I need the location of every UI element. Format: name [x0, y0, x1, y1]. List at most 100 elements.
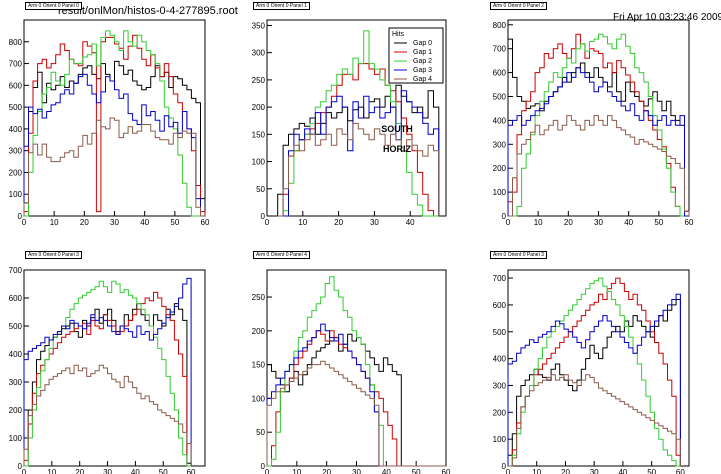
series-gap-1-line	[267, 330, 446, 467]
x-tick-label: 40	[406, 218, 415, 227]
series-gap-0-line	[23, 60, 206, 216]
y-tick-label: 150	[252, 361, 266, 370]
y-tick-label: 300	[493, 140, 507, 149]
y-tick-label: 500	[9, 322, 23, 331]
panel-1-frame	[266, 19, 447, 217]
y-tick-label: 0	[502, 462, 507, 471]
x-tick-label: 10	[47, 468, 56, 474]
x-tick-label: 0	[22, 218, 27, 227]
y-tick-label: 0	[18, 212, 23, 221]
y-tick-label: 700	[493, 274, 507, 283]
series-gap-4-line	[23, 117, 205, 217]
series-gap-2-line	[508, 277, 681, 467]
y-tick-label: 50	[256, 185, 265, 194]
y-tick-label: 400	[493, 355, 507, 364]
annotation-label: SOUTH	[381, 124, 413, 134]
y-tick-label: 0	[261, 212, 266, 221]
y-tick-label: 700	[9, 60, 23, 69]
x-tick-label: 20	[80, 218, 89, 227]
legend-title: Hits	[392, 31, 405, 38]
x-tick-label: 20	[561, 468, 570, 474]
x-tick-label: 60	[442, 468, 451, 474]
x-tick-label: 60	[685, 218, 694, 227]
panel-3-title: Arm 0 Orient 0 Panel 3	[25, 251, 82, 259]
legend-box	[388, 27, 444, 84]
y-tick-label: 200	[493, 408, 507, 417]
y-tick-label: 200	[9, 168, 23, 177]
series-gap-4-line	[23, 364, 192, 466]
x-tick-label: 60	[676, 468, 685, 474]
x-tick-label: 60	[201, 218, 210, 227]
y-tick-label: 500	[493, 328, 507, 337]
y-tick-label: 250	[252, 293, 266, 302]
x-tick-label: 50	[159, 468, 168, 474]
y-tick-label: 200	[252, 327, 266, 336]
series-gap-4-line	[508, 374, 681, 467]
x-tick-label: 0	[506, 218, 511, 227]
series-gap-1-line	[508, 277, 681, 467]
y-tick-label: 200	[9, 406, 23, 415]
x-tick-label: 30	[594, 218, 603, 227]
y-tick-label: 100	[9, 434, 23, 443]
x-tick-label: 60	[187, 468, 196, 474]
y-tick-label: 700	[9, 266, 23, 275]
panel-3-frame	[23, 269, 206, 467]
x-tick-label: 30	[590, 468, 599, 474]
legend-entry: Gap 0	[413, 40, 432, 47]
y-tick-label: 600	[493, 301, 507, 310]
series-gap-3-line	[507, 293, 681, 466]
y-tick-label: 200	[252, 103, 266, 112]
x-tick-label: 30	[352, 468, 361, 474]
y-tick-label: 100	[493, 435, 507, 444]
file-label: result/onlMon/histos-0-4-277895.root	[58, 5, 238, 17]
x-tick-label: 0	[265, 468, 270, 474]
y-tick-label: 0	[261, 462, 266, 471]
panel-5-title: Arm 0 Orient 0 Panel 3	[490, 251, 547, 259]
x-tick-label: 40	[131, 468, 140, 474]
series-gap-3-line	[23, 277, 192, 466]
x-tick-label: 10	[292, 468, 301, 474]
panel-1-title: Arm 0 Orient 0 Panel 1	[253, 2, 310, 10]
series-gap-4-line	[508, 115, 690, 217]
timestamp: Fri Apr 10 03:23:46 2009	[613, 12, 721, 23]
x-tick-label: 50	[412, 468, 421, 474]
y-tick-label: 50	[256, 428, 265, 437]
y-tick-label: 500	[9, 103, 23, 112]
x-tick-label: 10	[534, 218, 543, 227]
x-tick-label: 20	[334, 218, 343, 227]
y-tick-label: 100	[252, 158, 266, 167]
x-tick-label: 50	[647, 468, 656, 474]
y-tick-label: 800	[9, 38, 23, 47]
x-tick-label: 40	[618, 468, 627, 474]
y-tick-label: 700	[493, 45, 507, 54]
y-tick-label: 150	[252, 130, 266, 139]
panel-4-title: Arm 0 Orient 0 Panel 4	[253, 251, 310, 259]
y-tick-label: 300	[9, 378, 23, 387]
series-gap-1-line	[23, 291, 192, 467]
panel-2-title: Arm 0 Orient 0 Panel 2	[490, 2, 547, 10]
x-tick-label: 20	[75, 468, 84, 474]
x-tick-label: 0	[506, 468, 511, 474]
x-tick-label: 50	[170, 218, 179, 227]
y-tick-label: 400	[9, 125, 23, 134]
y-tick-label: 100	[493, 188, 507, 197]
x-tick-label: 30	[370, 218, 379, 227]
x-tick-label: 10	[50, 218, 59, 227]
series-gap-3-line	[23, 73, 205, 217]
y-tick-label: 400	[493, 116, 507, 125]
x-tick-label: 40	[140, 218, 149, 227]
series-gap-4-line	[266, 360, 446, 467]
x-tick-label: 20	[564, 218, 573, 227]
x-tick-label: 10	[298, 218, 307, 227]
y-tick-label: 300	[9, 147, 23, 156]
y-tick-label: 200	[493, 164, 507, 173]
x-tick-label: 40	[624, 218, 633, 227]
y-tick-label: 250	[252, 76, 266, 85]
y-tick-label: 300	[252, 49, 266, 58]
x-tick-label: 40	[382, 468, 391, 474]
series-gap-1-line	[23, 34, 206, 216]
y-tick-label: 0	[18, 462, 23, 471]
x-tick-label: 30	[103, 468, 112, 474]
series-gap-3-line	[266, 323, 446, 467]
